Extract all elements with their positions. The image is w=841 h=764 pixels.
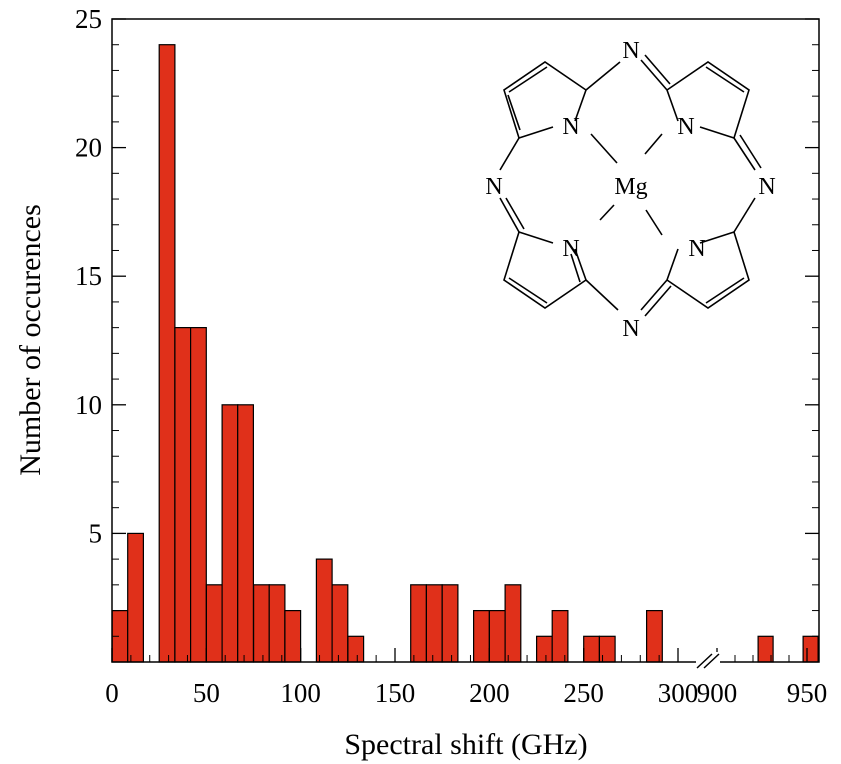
y-tick-label: 25 [75, 4, 102, 34]
atom-n-inner-tl: N [562, 114, 579, 140]
y-tick-label: 5 [89, 518, 103, 548]
atom-n-left: N [485, 174, 502, 200]
molecule-inset [499, 54, 762, 317]
bar [205, 584, 223, 663]
bar [504, 584, 522, 663]
bar [315, 558, 333, 663]
bar [127, 532, 144, 663]
atom-mg: Mg [614, 174, 647, 200]
y-tick-labels: 5 10 15 20 25 [75, 4, 102, 548]
ticks-group [111, 18, 819, 662]
bar [237, 404, 254, 663]
x-axis-title: Spectral shift (GHz) [344, 728, 587, 761]
bar [268, 584, 286, 663]
bar [473, 609, 490, 663]
bar [535, 635, 553, 663]
bar [802, 635, 819, 663]
bar [551, 609, 569, 663]
bar [598, 635, 616, 663]
atom-n-bottom: N [622, 316, 639, 342]
pyrrole-ring-br [666, 230, 750, 309]
x-tick-label: 50 [193, 678, 220, 708]
bar [347, 635, 365, 663]
x-tick-label: 950 [787, 678, 828, 708]
bar [425, 584, 443, 663]
plot-frame [111, 18, 820, 663]
bar [174, 327, 192, 663]
bar [410, 584, 428, 663]
atom-n-inner-bl: N [562, 236, 579, 262]
bar [190, 327, 207, 663]
x-tick-label: 150 [375, 678, 416, 708]
bar [645, 609, 663, 663]
x-tick-label: 100 [280, 678, 321, 708]
y-tick-label: 10 [75, 390, 102, 420]
atom-n-top: N [622, 38, 639, 64]
x-tick-label: 200 [469, 678, 510, 708]
atom-n-inner-br: N [688, 236, 705, 262]
bar [253, 584, 270, 663]
bar [583, 635, 601, 663]
bar [221, 404, 239, 663]
y-axis-title: Number of occurences [14, 204, 47, 476]
x-tick-label: 0 [105, 678, 119, 708]
bar [331, 584, 349, 663]
y-tick-label: 15 [75, 261, 102, 291]
x-tick-label: 900 [697, 678, 738, 708]
x-tick-label: 300 [658, 678, 699, 708]
atom-n-inner-tr: N [677, 114, 694, 140]
bar [488, 609, 506, 663]
bar [441, 584, 459, 663]
atom-n-right: N [758, 174, 775, 200]
x-tick-label: 250 [563, 678, 604, 708]
molecule-labels: N N N N N N N N Mg [485, 38, 775, 342]
pyrrole-ring-tr [666, 61, 750, 140]
bars-group [111, 44, 819, 663]
axis-break [696, 652, 720, 672]
y-tick-label: 20 [75, 133, 102, 163]
bar [284, 609, 302, 663]
pyrrole-ring-bl [503, 230, 587, 309]
bar [158, 44, 176, 663]
pyrrole-ring-tl [503, 61, 587, 140]
